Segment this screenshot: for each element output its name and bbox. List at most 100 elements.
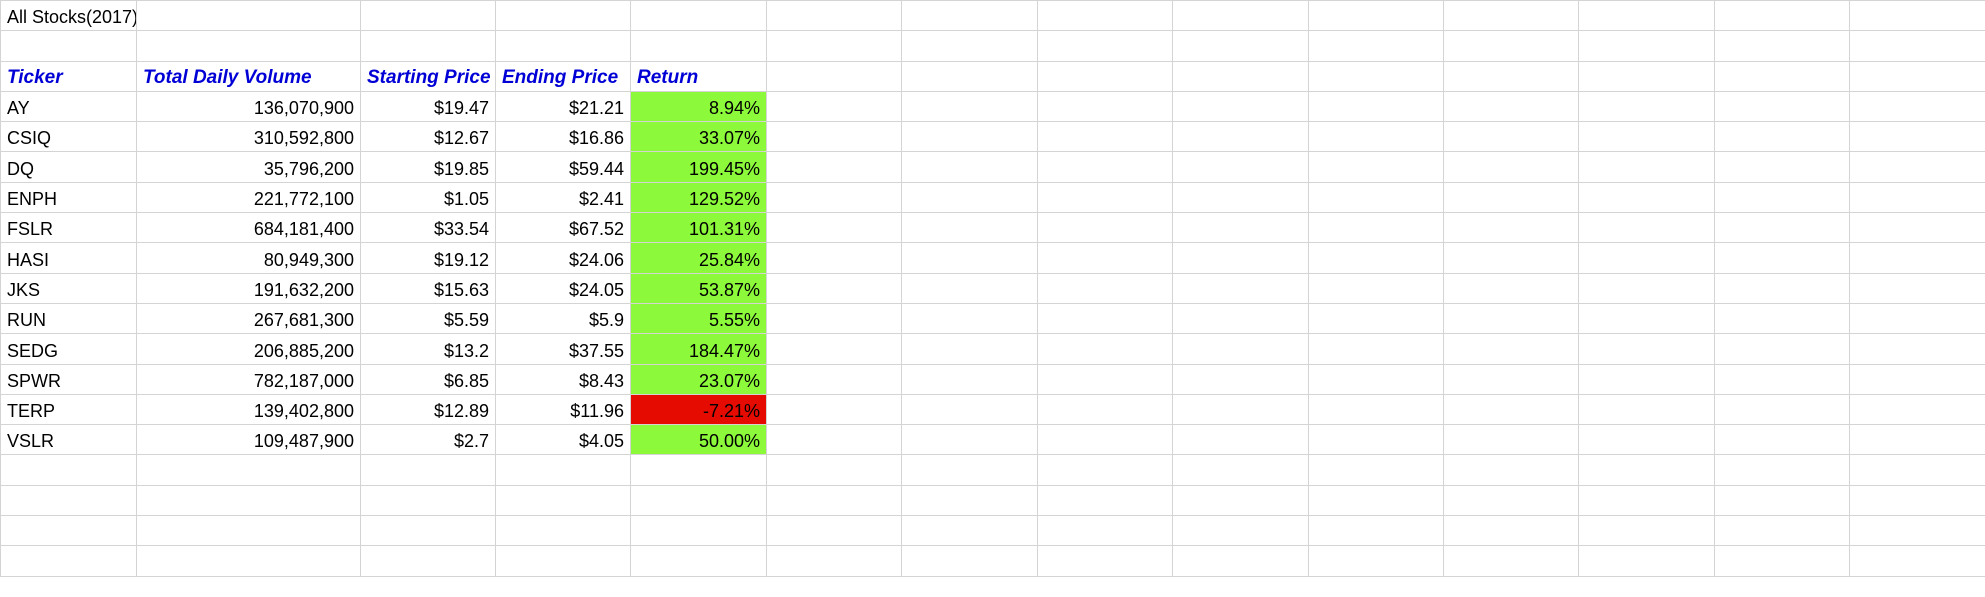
end-cell[interactable]: $21.21 xyxy=(495,90,631,123)
empty-cell[interactable] xyxy=(1036,545,1174,577)
empty-cell[interactable] xyxy=(0,30,137,62)
start-cell[interactable]: $2.7 xyxy=(360,424,496,456)
empty-cell[interactable] xyxy=(360,484,496,517)
volume-cell[interactable]: 109,487,900 xyxy=(136,424,361,456)
end-cell[interactable]: $11.96 xyxy=(495,393,631,426)
ticker-cell[interactable]: CSIQ xyxy=(0,121,137,153)
volume-cell[interactable]: 80,949,300 xyxy=(136,242,361,274)
empty-cell[interactable] xyxy=(1713,333,1851,365)
empty-cell[interactable] xyxy=(1442,60,1580,92)
empty-cell[interactable] xyxy=(1849,393,1985,426)
empty-cell[interactable] xyxy=(1713,181,1851,214)
end-cell[interactable]: $24.06 xyxy=(495,242,631,274)
empty-cell[interactable] xyxy=(1307,90,1444,123)
empty-cell[interactable] xyxy=(1578,121,1715,153)
empty-cell[interactable] xyxy=(1849,515,1985,547)
empty-cell[interactable] xyxy=(495,30,631,62)
empty-cell[interactable] xyxy=(1578,90,1715,123)
empty-cell[interactable] xyxy=(901,242,1038,274)
end-cell[interactable]: $37.55 xyxy=(495,333,631,365)
empty-cell[interactable] xyxy=(1036,515,1174,547)
empty-cell[interactable] xyxy=(1849,454,1985,486)
empty-cell[interactable] xyxy=(901,363,1038,395)
empty-cell[interactable] xyxy=(1307,121,1444,153)
empty-cell[interactable] xyxy=(1578,60,1715,92)
start-cell[interactable]: $19.47 xyxy=(360,90,496,123)
empty-cell[interactable] xyxy=(1442,484,1580,517)
empty-cell[interactable] xyxy=(1172,515,1309,547)
empty-cell[interactable] xyxy=(1172,242,1309,274)
empty-cell[interactable] xyxy=(765,363,903,395)
empty-cell[interactable] xyxy=(1172,151,1309,183)
empty-cell[interactable] xyxy=(1849,242,1985,274)
empty-cell[interactable] xyxy=(1307,424,1444,456)
empty-cell[interactable] xyxy=(1849,545,1985,577)
empty-cell[interactable] xyxy=(1036,212,1174,244)
empty-cell[interactable] xyxy=(1036,333,1174,365)
empty-cell[interactable] xyxy=(1172,333,1309,365)
empty-cell[interactable] xyxy=(901,454,1038,486)
empty-cell[interactable] xyxy=(1307,393,1444,426)
empty-cell[interactable] xyxy=(765,424,903,456)
empty-cell[interactable] xyxy=(901,333,1038,365)
empty-cell[interactable] xyxy=(1307,212,1444,244)
empty-cell[interactable] xyxy=(360,515,496,547)
start-cell[interactable]: $15.63 xyxy=(360,272,496,304)
empty-cell[interactable] xyxy=(765,60,903,92)
empty-cell[interactable] xyxy=(901,272,1038,304)
empty-cell[interactable] xyxy=(495,0,631,32)
empty-cell[interactable] xyxy=(1578,424,1715,456)
empty-cell[interactable] xyxy=(1442,242,1580,274)
empty-cell[interactable] xyxy=(1307,333,1444,365)
empty-cell[interactable] xyxy=(1578,30,1715,62)
empty-cell[interactable] xyxy=(1172,0,1309,32)
empty-cell[interactable] xyxy=(1307,454,1444,486)
empty-cell[interactable] xyxy=(1578,302,1715,335)
empty-cell[interactable] xyxy=(765,212,903,244)
empty-cell[interactable] xyxy=(630,454,767,486)
empty-cell[interactable] xyxy=(765,272,903,304)
empty-cell[interactable] xyxy=(765,121,903,153)
empty-cell[interactable] xyxy=(1442,545,1580,577)
empty-cell[interactable] xyxy=(1578,545,1715,577)
empty-cell[interactable] xyxy=(901,0,1038,32)
empty-cell[interactable] xyxy=(1713,424,1851,456)
empty-cell[interactable] xyxy=(495,515,631,547)
return-cell[interactable]: 33.07% xyxy=(630,121,767,153)
end-cell[interactable]: $67.52 xyxy=(495,212,631,244)
column-header-start[interactable]: Starting Price xyxy=(360,60,496,92)
start-cell[interactable]: $6.85 xyxy=(360,363,496,395)
start-cell[interactable]: $1.05 xyxy=(360,181,496,214)
return-cell[interactable]: 25.84% xyxy=(630,242,767,274)
empty-cell[interactable] xyxy=(1578,484,1715,517)
ticker-cell[interactable]: ENPH xyxy=(0,181,137,214)
empty-cell[interactable] xyxy=(1036,90,1174,123)
empty-cell[interactable] xyxy=(1849,121,1985,153)
start-cell[interactable]: $19.12 xyxy=(360,242,496,274)
volume-cell[interactable]: 136,070,900 xyxy=(136,90,361,123)
empty-cell[interactable] xyxy=(1172,454,1309,486)
ticker-cell[interactable]: HASI xyxy=(0,242,137,274)
empty-cell[interactable] xyxy=(1578,0,1715,32)
empty-cell[interactable] xyxy=(1172,484,1309,517)
empty-cell[interactable] xyxy=(1172,393,1309,426)
empty-cell[interactable] xyxy=(1578,212,1715,244)
empty-cell[interactable] xyxy=(630,484,767,517)
empty-cell[interactable] xyxy=(630,515,767,547)
empty-cell[interactable] xyxy=(1036,181,1174,214)
empty-cell[interactable] xyxy=(901,484,1038,517)
empty-cell[interactable] xyxy=(901,545,1038,577)
ticker-cell[interactable]: SPWR xyxy=(0,363,137,395)
empty-cell[interactable] xyxy=(1713,515,1851,547)
volume-cell[interactable]: 267,681,300 xyxy=(136,302,361,335)
end-cell[interactable]: $8.43 xyxy=(495,363,631,395)
empty-cell[interactable] xyxy=(1307,60,1444,92)
empty-cell[interactable] xyxy=(901,212,1038,244)
empty-cell[interactable] xyxy=(1307,151,1444,183)
empty-cell[interactable] xyxy=(1713,454,1851,486)
empty-cell[interactable] xyxy=(1849,60,1985,92)
end-cell[interactable]: $24.05 xyxy=(495,272,631,304)
empty-cell[interactable] xyxy=(1578,454,1715,486)
empty-cell[interactable] xyxy=(1172,181,1309,214)
empty-cell[interactable] xyxy=(1172,212,1309,244)
